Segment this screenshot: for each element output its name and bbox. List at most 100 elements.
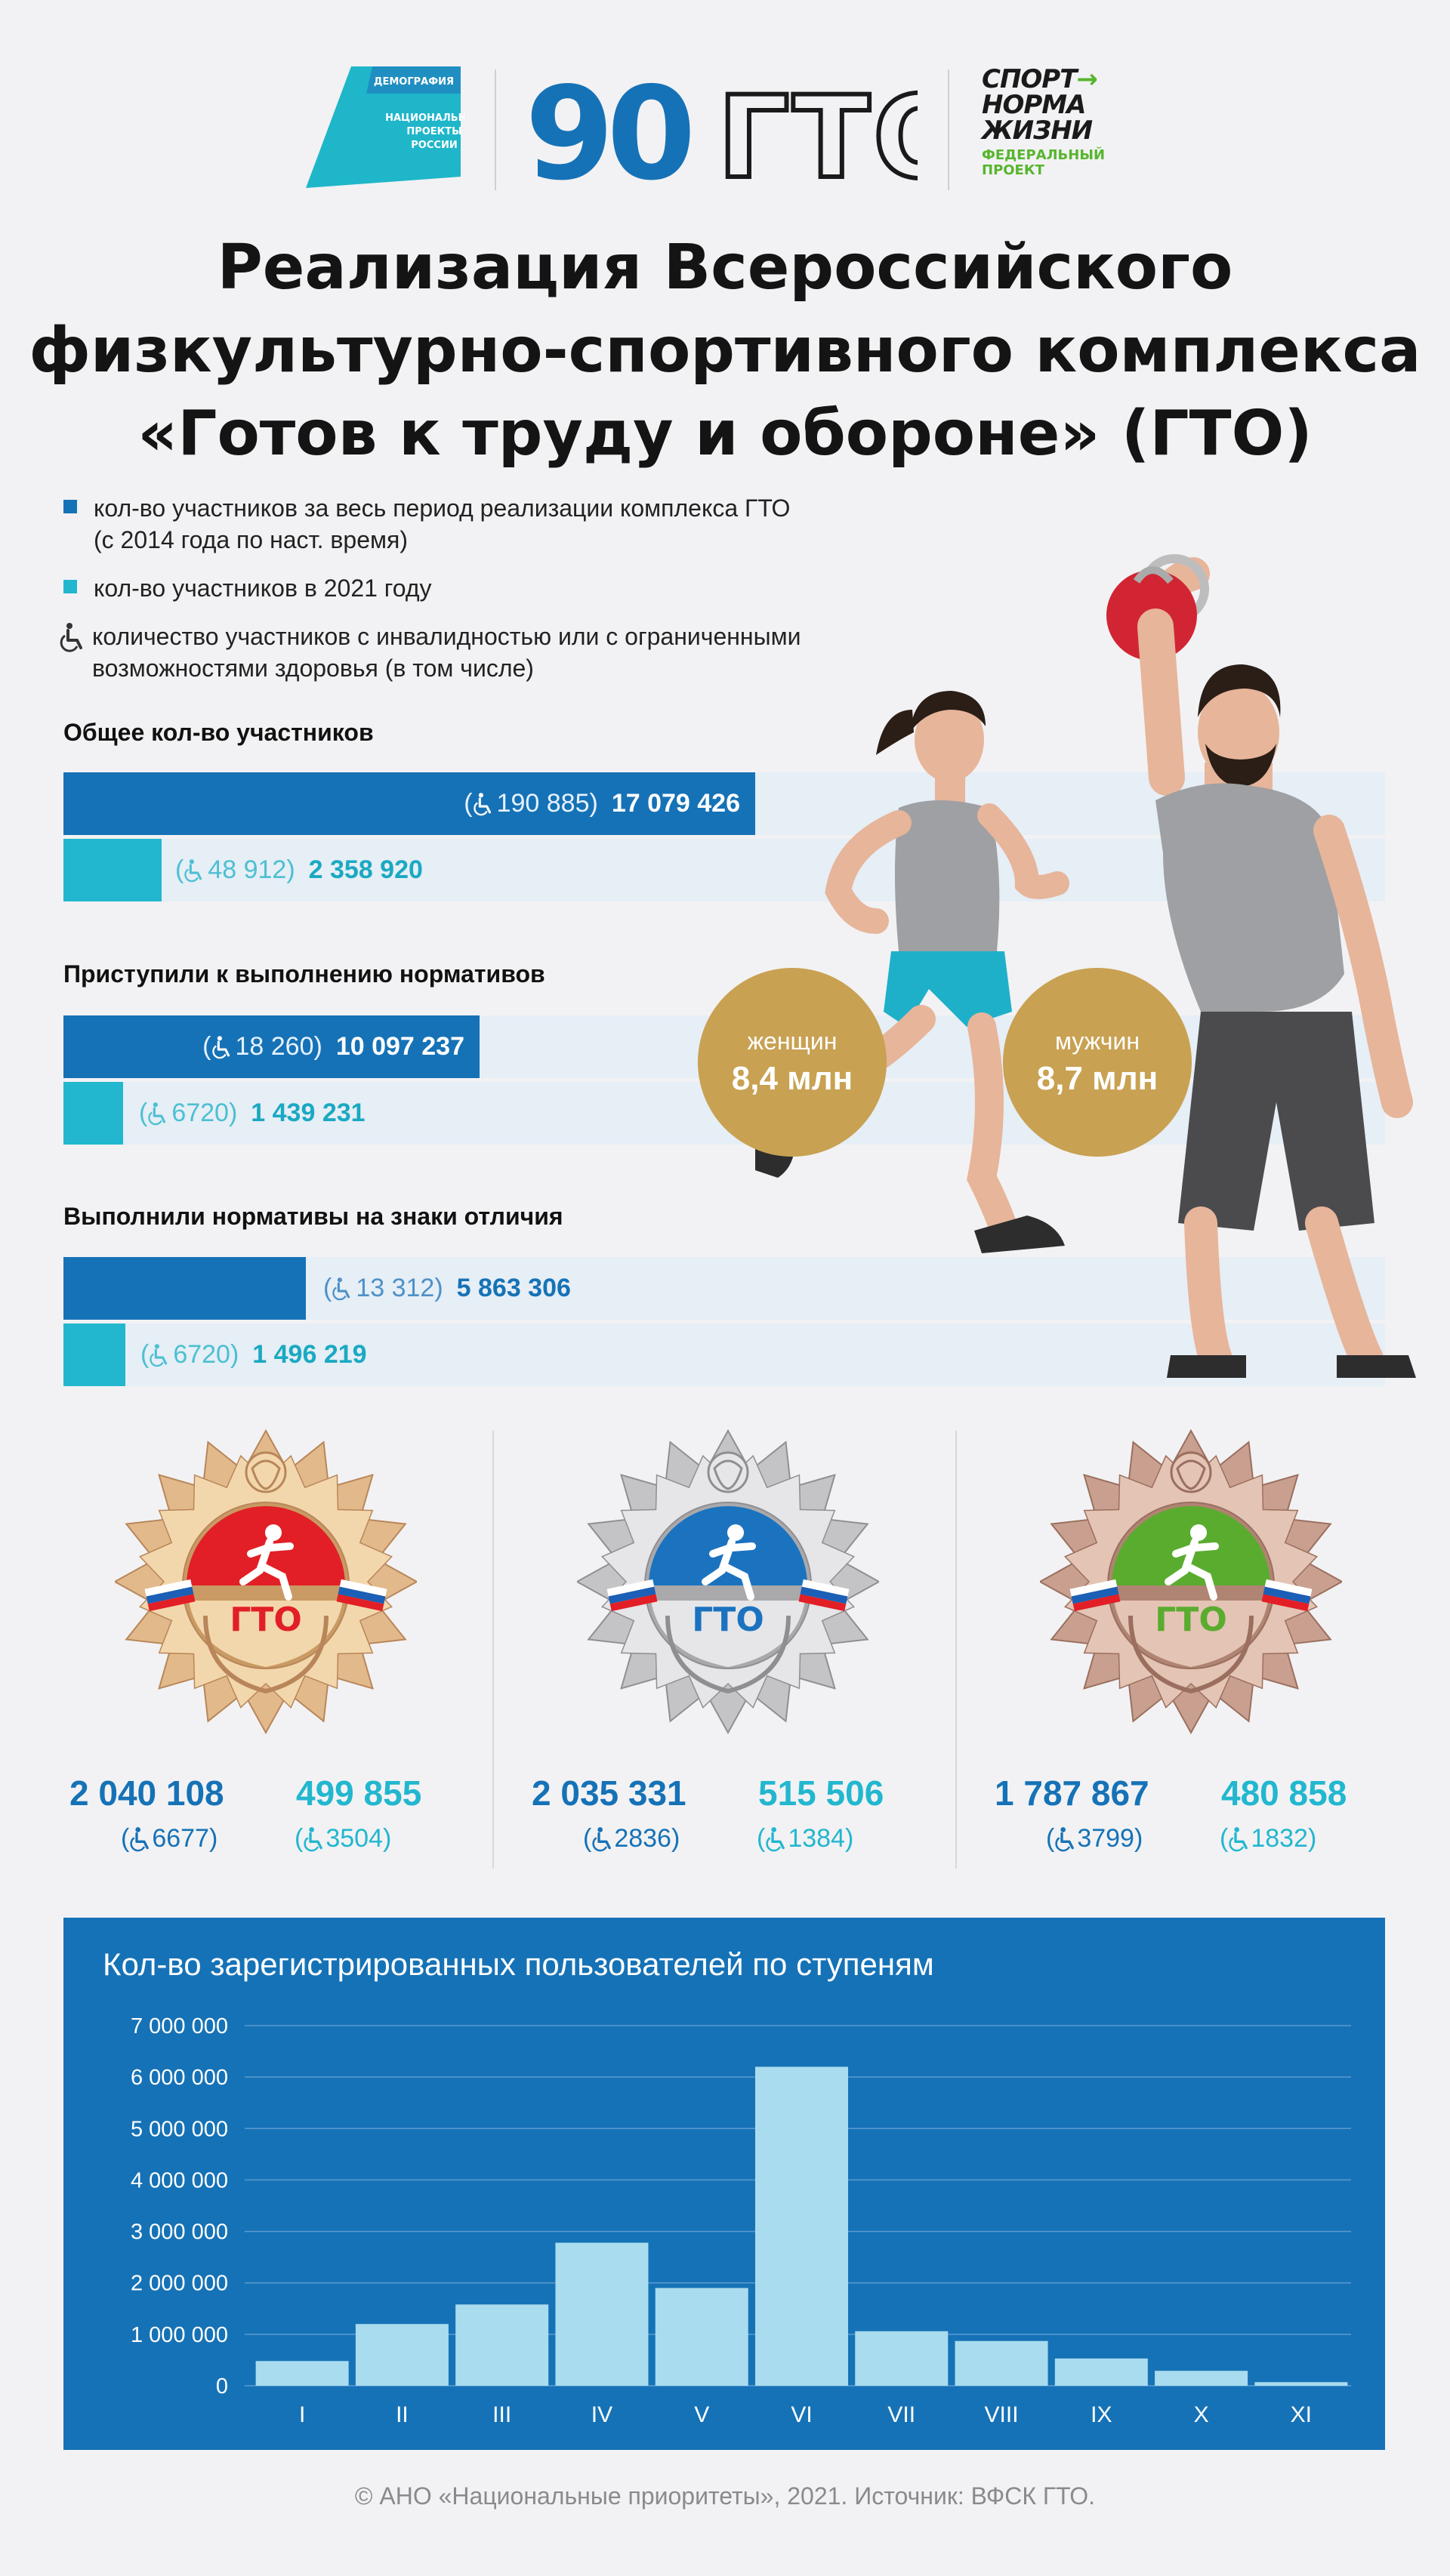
logo-divider (948, 69, 949, 190)
badge-total: 2 035 331 (532, 1773, 686, 1813)
x-tick-label: V (694, 2402, 709, 2427)
y-tick-label: 7 000 000 (131, 2014, 228, 2038)
bar-step-IV (555, 2242, 649, 2386)
flag-stripe (147, 1594, 196, 1612)
bar-step-II (355, 2324, 449, 2386)
wreath (1128, 1615, 1254, 1694)
badge-total-disabled: (6677) (121, 1824, 218, 1853)
bar-track: (190 885) 17 079 426 (63, 772, 1385, 835)
flag-stripe (1069, 1579, 1118, 1597)
legend-item-disabled: количество участников с инвалидностью ил… (59, 621, 894, 684)
badge-label: ГТО (1155, 1601, 1226, 1639)
bronze-badge-icon: ГТО (1040, 1428, 1342, 1735)
y-tick-label: 2 000 000 (131, 2272, 228, 2296)
bar-step-III (455, 2304, 549, 2386)
wheelchair-icon (59, 622, 86, 656)
x-tick-label: VI (791, 2402, 812, 2427)
flag-stripe (336, 1594, 384, 1612)
wreath (203, 1615, 329, 1694)
flag-stripe (606, 1579, 655, 1597)
gold-badge-icon: ГТО (115, 1428, 417, 1735)
flag-stripe (609, 1594, 658, 1612)
bar-step-I (255, 2361, 349, 2386)
bar-step-VII (855, 2331, 949, 2386)
gold-badge-column: ГТО 2 040 108 499 855 (6677) (3504) (32, 1427, 492, 1895)
bar-completed-total (63, 1257, 306, 1320)
bar-track: (6720) 1 496 219 (63, 1323, 1385, 1386)
silver-badge-icon: ГТО (577, 1428, 879, 1735)
bar-total-participants (63, 772, 755, 835)
column-divider (955, 1431, 957, 1869)
light-blue-swatch (63, 580, 77, 593)
badge-total-disabled: (3799) (1046, 1824, 1143, 1853)
section-title-started: Приступили к выполнению нормативов (63, 960, 545, 988)
y-tick-label: 0 (216, 2374, 228, 2399)
dark-blue-swatch (63, 500, 77, 513)
svg-text:НАЦИОНАЛЬНЫЕ: НАЦИОНАЛЬНЫЕ (385, 112, 464, 124)
bar-started-2021 (63, 1082, 123, 1145)
bronze-badge-column: ГТО 1 787 867 480 858 (3799) (1832) (957, 1427, 1418, 1895)
eagle-emblem (1170, 1451, 1212, 1493)
bar-label: (6720) 1 439 231 (139, 1098, 366, 1127)
flag-stripe (1071, 1586, 1119, 1604)
x-tick-label: VIII (985, 2402, 1019, 2427)
x-tick-label: X (1194, 2402, 1209, 2427)
legend: кол-во участников за весь период реализа… (60, 492, 894, 701)
y-tick-label: 1 000 000 (131, 2323, 228, 2347)
eagle-emblem (707, 1451, 749, 1493)
demography-logo: ДЕМОГРАФИЯ НАЦИОНАЛЬНЫЕ ПРОЕКТЫ РОССИИ (306, 63, 483, 192)
wreath (665, 1615, 791, 1694)
silver-badge-column: ГТО 2 035 331 515 506 (2836) (1384) (494, 1427, 955, 1895)
bar-step-VIII (955, 2340, 1048, 2386)
flag-stripe (798, 1594, 847, 1612)
bar-step-X (1155, 2371, 1248, 2386)
sport-norm-logo: СПОРТ→ НОРМА ЖИЗНИ ФЕДЕРАЛЬНЫЙ ПРОЕКТ (982, 64, 1106, 178)
section-title-completed: Выполнили нормативы на знаки отличия (63, 1203, 563, 1230)
bar-step-VI (754, 2066, 849, 2386)
runner-icon (1165, 1524, 1219, 1601)
flag-stripe (1072, 1594, 1121, 1612)
flag-stripe (608, 1586, 656, 1604)
flag-stripe (1264, 1579, 1313, 1597)
x-tick-label: II (396, 2402, 409, 2427)
svg-text:ДЕМОГРАФИЯ: ДЕМОГРАФИЯ (374, 76, 454, 88)
flag-stripe (339, 1579, 387, 1597)
y-tick-label: 5 000 000 (131, 2117, 228, 2141)
bar-2021-participants (63, 839, 162, 901)
badge-2021: 480 858 (1221, 1773, 1347, 1813)
flag-stripe (1261, 1594, 1310, 1612)
flag-stripe (338, 1586, 386, 1604)
x-tick-label: I (299, 2402, 305, 2427)
legend-item-total: кол-во участников за весь период реализа… (63, 492, 894, 556)
badge-2021: 499 855 (296, 1773, 422, 1813)
badge-total-disabled: (2836) (583, 1824, 680, 1853)
chart-title: Кол-во зарегистрированных пользователей … (103, 1946, 934, 1982)
bar-label: (190 885) 17 079 426 (464, 789, 740, 818)
flag-stripe (146, 1586, 194, 1604)
logo-divider (495, 69, 496, 190)
runner-icon (239, 1524, 294, 1601)
gto-90-logo: 90 ГТО (525, 60, 971, 209)
badge-label: ГТО (692, 1601, 764, 1639)
svg-text:ГТО: ГТО (717, 72, 918, 193)
badge-label: ГТО (230, 1601, 301, 1639)
x-tick-label: XI (1291, 2402, 1312, 2427)
x-tick-label: III (492, 2402, 511, 2427)
steps-bar-chart: 7 000 000 6 000 000 5 000 000 4 000 000 3 00… (63, 1918, 1385, 2450)
badge-2021-disabled: (1384) (757, 1824, 854, 1853)
bar-label: (13 312) 5 863 306 (323, 1274, 571, 1302)
y-tick-label: 6 000 000 (131, 2066, 228, 2090)
y-tick-label: 4 000 000 (131, 2168, 228, 2192)
section-title-total: Общее кол-во участников (63, 719, 374, 746)
column-divider (492, 1431, 494, 1869)
bar-track: (13 312) 5 863 306 (63, 1257, 1385, 1320)
legend-item-2021: кол-во участников в 2021 году (63, 572, 894, 604)
svg-text:90: 90 (525, 65, 690, 193)
flag-stripe (144, 1579, 193, 1597)
runner-icon (702, 1524, 756, 1601)
bar-label: (18 260) 10 097 237 (202, 1032, 464, 1061)
x-tick-label: VII (887, 2402, 915, 2427)
badge-total: 1 787 867 (995, 1773, 1149, 1813)
bar-step-IX (1054, 2358, 1148, 2386)
x-tick-label: IX (1091, 2402, 1112, 2427)
